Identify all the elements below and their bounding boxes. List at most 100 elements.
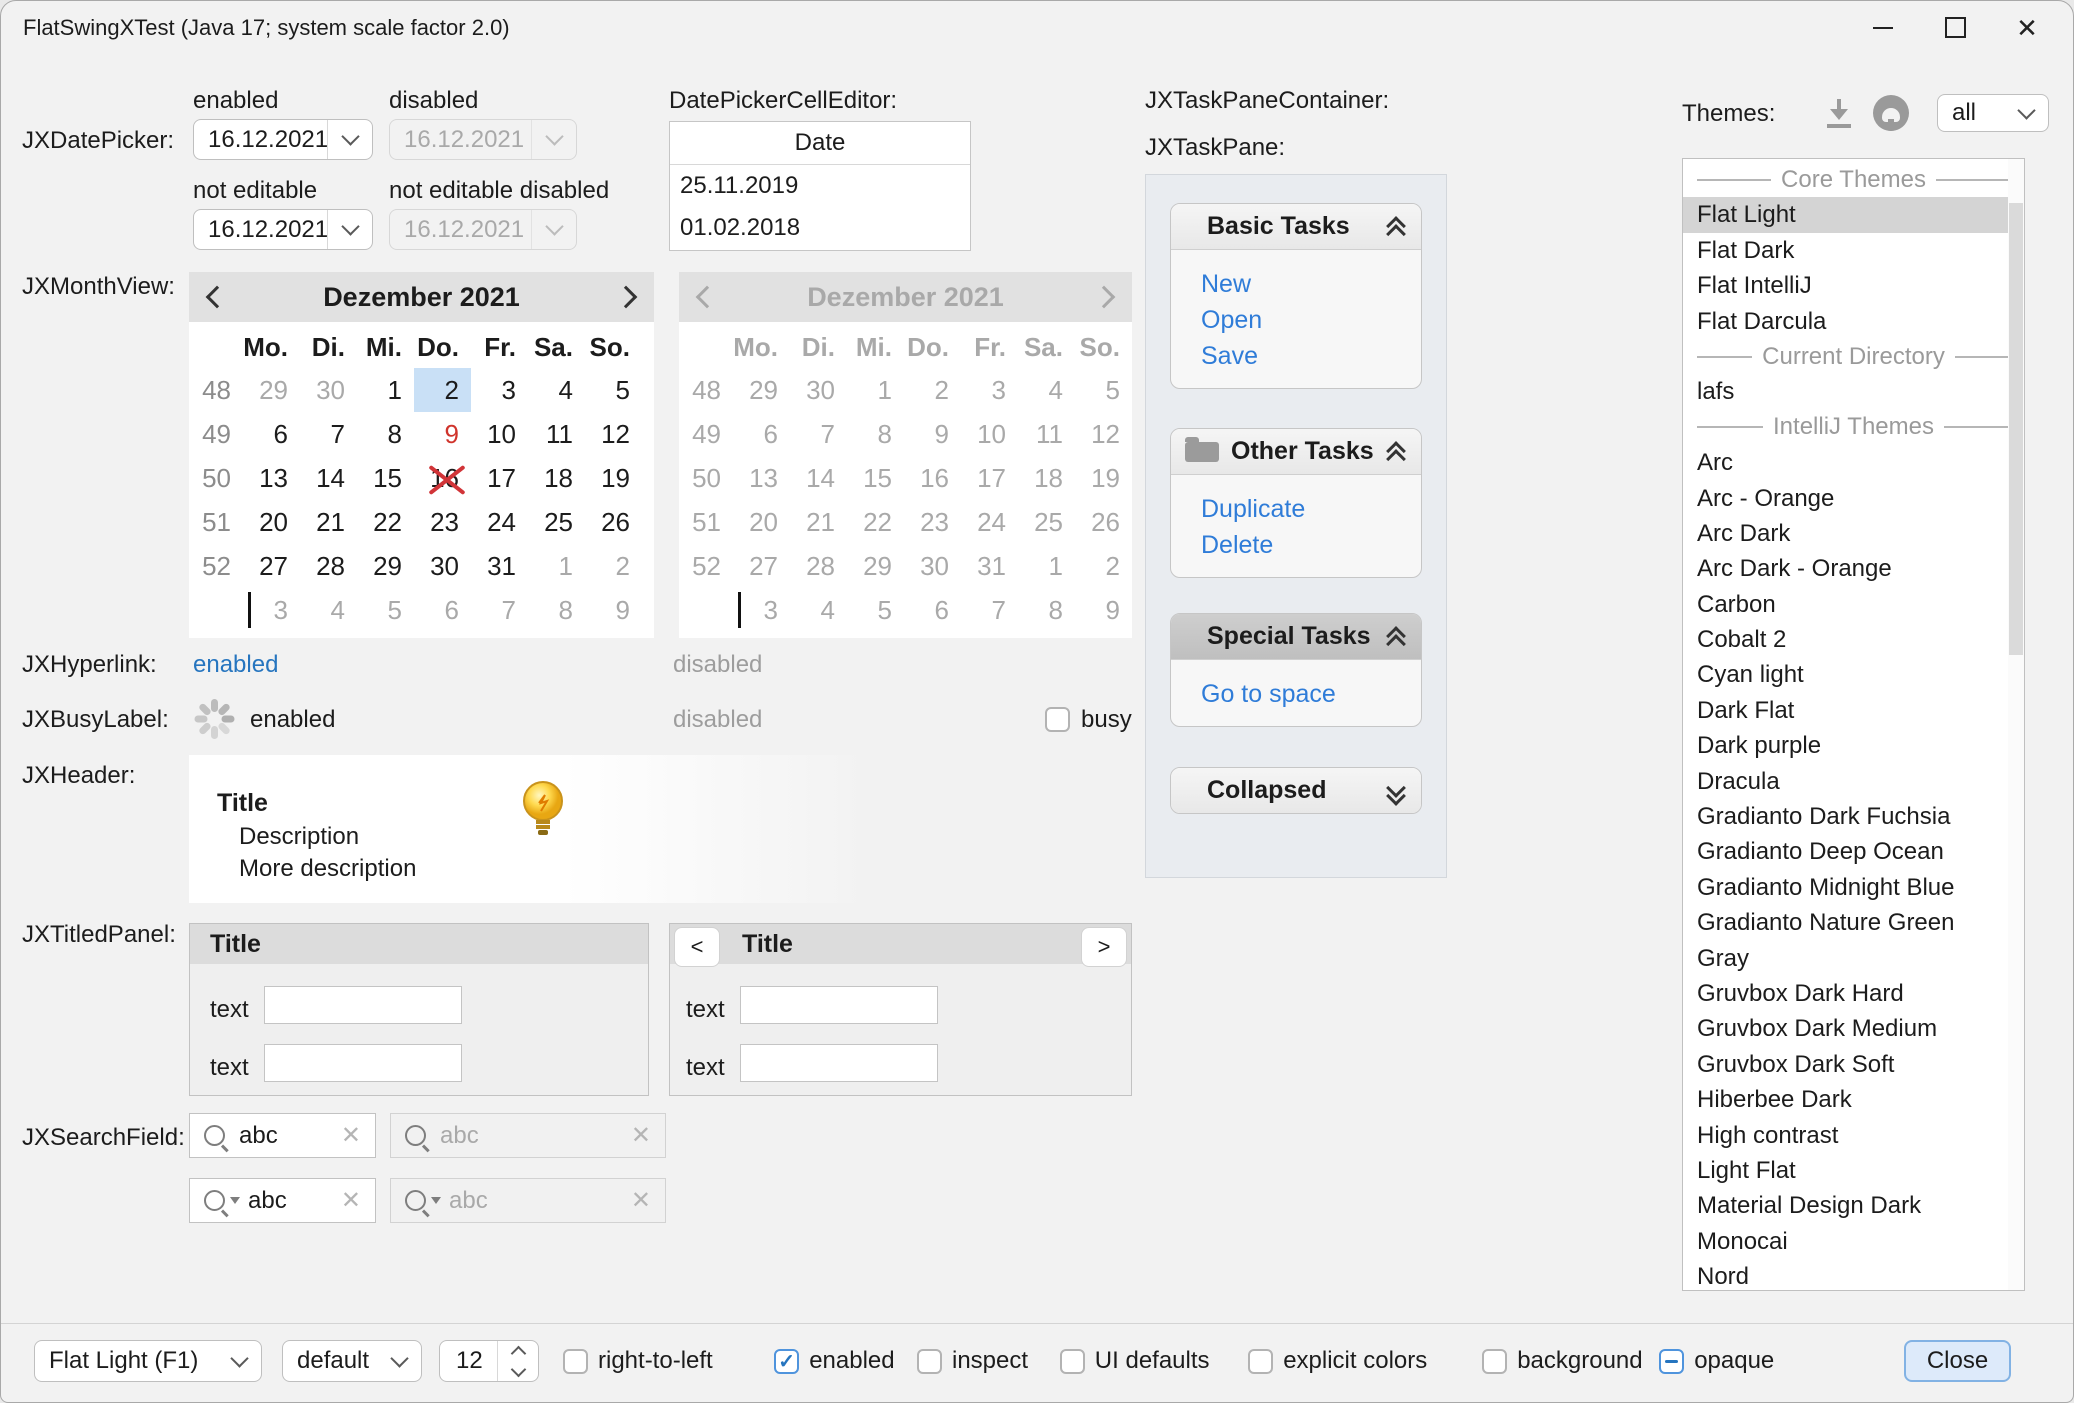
themes-filter-combobox[interactable]: all — [1937, 94, 2049, 132]
calendar-day[interactable]: 29 — [259, 374, 288, 405]
calendar-day[interactable]: 22 — [373, 506, 402, 537]
calendar-day[interactable]: 30 — [430, 550, 459, 581]
collapse-icon[interactable] — [1386, 215, 1406, 244]
calendar-day[interactable]: 25 — [544, 506, 573, 537]
theme-list-item[interactable]: Flat Light — [1683, 197, 2024, 233]
datepicker-dropdown-button[interactable] — [327, 120, 372, 159]
calendar-day[interactable]: 30 — [316, 374, 345, 405]
theme-list-item[interactable]: Cyan light — [1697, 661, 1804, 689]
calendar-day[interactable]: 24 — [487, 506, 516, 537]
scrollbar-thumb[interactable] — [2009, 203, 2023, 655]
datepicker-enabled[interactable]: 16.12.2021 — [193, 119, 373, 160]
calendar-day[interactable]: 20 — [259, 506, 288, 537]
style-combobox-dropdown[interactable] — [377, 1341, 421, 1381]
table-row[interactable]: 01.02.2018 — [680, 214, 801, 241]
enabled-checkbox[interactable]: ✓ — [774, 1348, 800, 1374]
search-field-with-menu[interactable]: abc ✕ — [189, 1178, 376, 1223]
calendar-day[interactable]: 3 — [273, 594, 288, 625]
titledpanel-prev-button[interactable]: < — [674, 927, 720, 967]
taskpane-group-header[interactable]: Basic Tasks — [1171, 204, 1421, 249]
busy-checkbox[interactable] — [1045, 707, 1070, 732]
calendar-day[interactable]: 7 — [501, 594, 516, 625]
close-window-button[interactable]: ✕ — [1991, 1, 2063, 54]
calendar-day[interactable]: 4 — [330, 594, 345, 625]
theme-list-item[interactable]: Arc Dark — [1697, 519, 1791, 547]
expand-icon[interactable] — [1386, 777, 1406, 806]
task-link[interactable]: Go to space — [1201, 680, 1336, 708]
hyperlink-enabled[interactable]: enabled — [193, 651, 279, 678]
task-link[interactable]: New — [1201, 270, 1252, 298]
text-input[interactable] — [740, 1044, 938, 1082]
datepicker-dropdown-button[interactable] — [327, 210, 372, 249]
theme-list-item[interactable]: Arc - Orange — [1697, 484, 1835, 512]
calendar-day[interactable]: 6 — [273, 418, 288, 449]
theme-list-item[interactable]: lafs — [1697, 378, 1735, 406]
download-icon[interactable] — [1823, 97, 1855, 129]
theme-list-item[interactable]: Gradianto Midnight Blue — [1697, 873, 1955, 901]
minimize-button[interactable] — [1847, 1, 1919, 54]
text-input[interactable] — [740, 986, 938, 1024]
theme-list-item[interactable]: Flat Dark — [1697, 236, 1795, 264]
theme-list-item[interactable]: Gradianto Deep Ocean — [1697, 838, 1944, 866]
theme-list-item[interactable]: Gray — [1697, 944, 1750, 972]
github-icon[interactable] — [1873, 95, 1909, 131]
text-input[interactable] — [264, 1044, 462, 1082]
theme-list-item[interactable]: Gruvbox Dark Hard — [1697, 979, 1904, 1007]
theme-list-item[interactable]: Flat IntelliJ — [1697, 272, 1812, 300]
theme-list-item[interactable]: Dark purple — [1697, 732, 1822, 760]
table-row[interactable]: 25.11.2019 — [680, 172, 799, 199]
opaque-checkbox[interactable] — [1659, 1348, 1685, 1374]
themes-filter-dropdown[interactable] — [2004, 95, 2048, 131]
theme-list-item[interactable]: Light Flat — [1697, 1156, 1796, 1184]
search-input[interactable]: abc — [248, 1186, 287, 1214]
theme-list-item[interactable]: Arc Dark - Orange — [1697, 555, 1892, 583]
calendar-day[interactable]: 7 — [330, 418, 345, 449]
calendar-day[interactable]: 10 — [487, 418, 516, 449]
calendar-day[interactable]: 28 — [316, 550, 345, 581]
calendar-day[interactable]: 27 — [259, 550, 288, 581]
search-input[interactable]: abc — [239, 1121, 278, 1149]
inspect-checkbox[interactable] — [917, 1348, 942, 1374]
collapse-icon[interactable] — [1386, 625, 1406, 654]
spinner-buttons[interactable] — [497, 1341, 538, 1381]
calendar-day[interactable]: 1 — [387, 374, 402, 405]
theme-list-item[interactable]: Dark Flat — [1697, 696, 1795, 724]
theme-list-item[interactable]: Gruvbox Dark Medium — [1697, 1015, 1938, 1043]
calendar-day[interactable]: 19 — [601, 462, 630, 493]
calendar-day[interactable]: 5 — [387, 594, 402, 625]
theme-list-item[interactable]: Gradianto Dark Fuchsia — [1697, 803, 1951, 831]
calendar-day[interactable]: 5 — [615, 374, 630, 405]
themes-scrollbar[interactable] — [2008, 159, 2024, 1290]
calendar-day[interactable]: 18 — [544, 462, 573, 493]
calendar-day[interactable]: 29 — [373, 550, 402, 581]
spinner-up-icon[interactable] — [510, 1345, 526, 1361]
theme-list-item[interactable]: Carbon — [1697, 590, 1776, 618]
calendar-day[interactable]: 8 — [558, 594, 573, 625]
calendar-day[interactable]: 11 — [546, 418, 573, 449]
calendar-day[interactable]: 3 — [501, 374, 516, 405]
theme-list-item[interactable]: Monocai — [1697, 1227, 1788, 1255]
right-to-left-checkbox[interactable] — [563, 1348, 588, 1374]
theme-list-item[interactable]: Dracula — [1697, 767, 1780, 795]
theme-list-item[interactable]: Nord — [1697, 1263, 1750, 1291]
taskpane-group-header[interactable]: Special Tasks — [1171, 614, 1421, 659]
clear-search-icon[interactable]: ✕ — [340, 1122, 361, 1149]
calendar-day[interactable]: 12 — [601, 418, 630, 449]
theme-list-item[interactable]: Arc — [1697, 449, 1733, 477]
task-link[interactable]: Duplicate — [1201, 495, 1306, 523]
calendar-day[interactable]: 9 — [615, 594, 630, 625]
theme-list-item[interactable]: Gradianto Nature Green — [1697, 909, 1955, 937]
calendar-day[interactable]: 21 — [316, 506, 345, 537]
explicit-colors-checkbox[interactable] — [1248, 1348, 1274, 1374]
laf-combobox-dropdown[interactable] — [217, 1341, 261, 1381]
calendar-day[interactable]: 16 — [414, 456, 471, 500]
font-size-spinner[interactable]: 12 — [439, 1340, 539, 1382]
calendar-day[interactable]: 9 — [444, 418, 459, 449]
collapse-icon[interactable] — [1386, 440, 1406, 469]
background-checkbox[interactable] — [1482, 1348, 1508, 1374]
calendar-day[interactable]: 15 — [373, 462, 402, 493]
theme-list-item[interactable]: Material Design Dark — [1697, 1192, 1922, 1220]
calendar-day[interactable]: 2 — [414, 368, 471, 412]
maximize-button[interactable] — [1919, 1, 1991, 54]
task-link[interactable]: Delete — [1201, 531, 1274, 559]
